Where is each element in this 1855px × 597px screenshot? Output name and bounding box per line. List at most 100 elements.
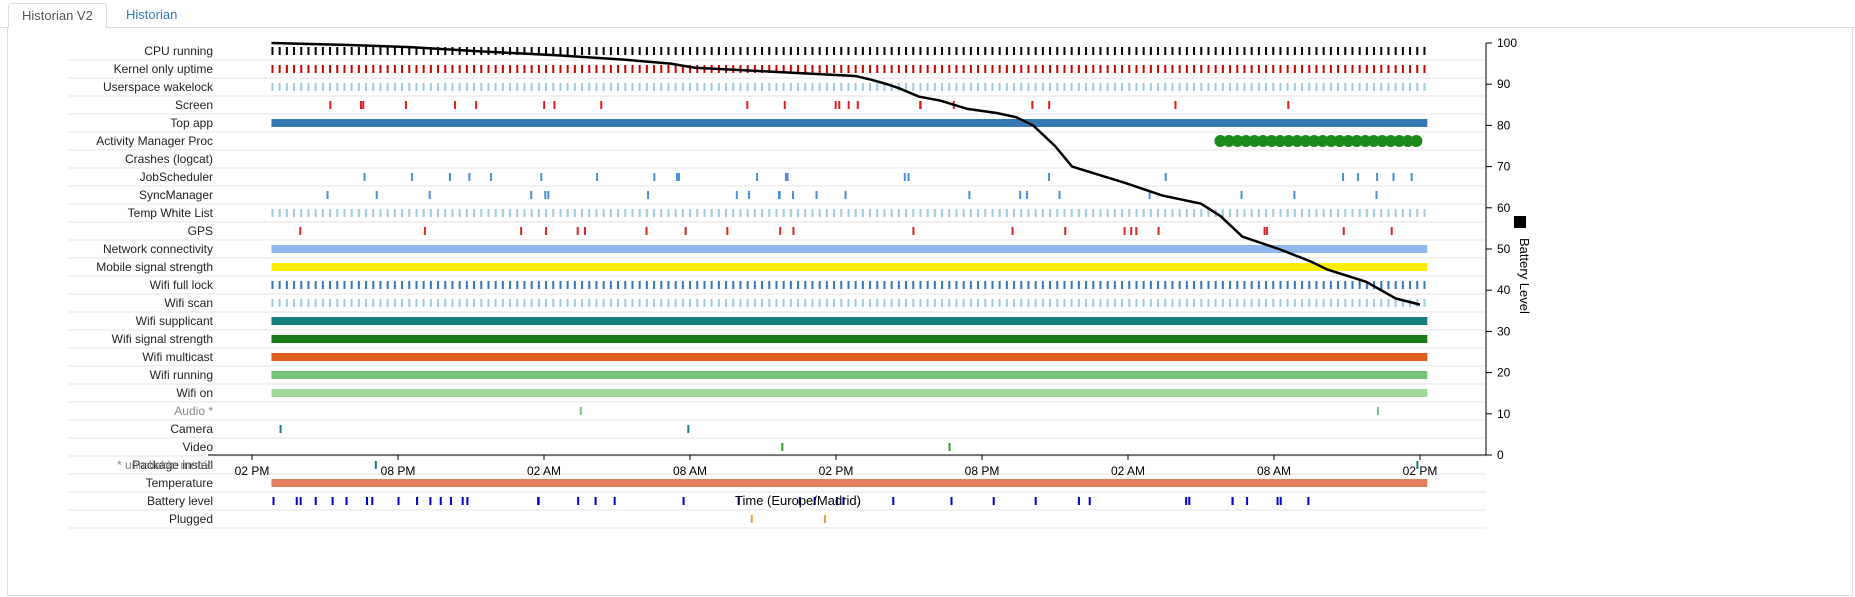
row-activity-manager-proc-dot <box>1299 135 1312 147</box>
row-userspace-wakelock-mark <box>285 83 288 91</box>
row-temp-white-list-mark <box>473 209 476 217</box>
row-userspace-wakelock-mark <box>645 83 648 91</box>
row-temp-white-list-mark <box>1351 209 1354 217</box>
row-wifi-full-lock-mark <box>962 281 965 289</box>
row-cpu-running-mark <box>681 47 684 55</box>
row-gps-mark <box>1390 227 1393 235</box>
row-userspace-wakelock-mark <box>545 83 548 91</box>
row-userspace-wakelock-mark <box>350 83 353 91</box>
row-kernel-only-uptime-mark <box>1365 65 1368 73</box>
row-kernel-only-uptime-mark <box>465 65 468 73</box>
row-wifi-scan-mark <box>818 299 821 307</box>
row-userspace-wakelock-mark <box>710 83 713 91</box>
row-wifi-scan-mark <box>393 299 396 307</box>
row-temp-white-list-mark <box>660 209 663 217</box>
row-screen-mark <box>1031 101 1034 109</box>
row-cpu-running-mark <box>876 47 879 55</box>
row-kernel-only-uptime-mark <box>343 65 346 73</box>
row-userspace-wakelock-mark <box>1344 83 1347 91</box>
row-cpu-running-mark <box>1250 47 1253 55</box>
row-userspace-wakelock-mark <box>825 83 828 91</box>
row-userspace-wakelock-mark <box>451 83 454 91</box>
row-kernel-only-uptime-mark <box>1329 65 1332 73</box>
row-userspace-wakelock-mark <box>969 83 972 91</box>
row-temp-white-list-mark <box>804 209 807 217</box>
row-kernel-only-uptime-mark <box>674 65 677 73</box>
row-gps-mark <box>1263 227 1266 235</box>
row-cpu-running-mark <box>912 47 915 55</box>
row-wifi-full-lock-mark <box>998 281 1001 289</box>
row-activity-manager-proc-dot <box>1265 135 1278 147</box>
row-wifi-scan-mark <box>933 299 936 307</box>
row-userspace-wakelock-mark <box>501 83 504 91</box>
row-cpu-running-mark <box>415 47 418 55</box>
row-screen-mark <box>359 101 362 109</box>
row-wifi-scan-mark <box>1423 299 1426 307</box>
row-temp-white-list-mark <box>847 209 850 217</box>
row-cpu-running-mark <box>1200 47 1203 55</box>
row-cpu-running-mark <box>991 47 994 55</box>
row-temp-white-list-mark <box>1243 209 1246 217</box>
row-temp-white-list-mark <box>545 209 548 217</box>
row-cpu-running-mark <box>278 47 281 55</box>
row-temp-white-list-mark <box>624 209 627 217</box>
row-wifi-scan-mark <box>480 299 483 307</box>
row-cpu-running-mark <box>710 47 713 55</box>
row-wifi-running-bar <box>271 371 1428 379</box>
row-kernel-only-uptime-mark <box>1164 65 1167 73</box>
row-jobscheduler-mark <box>676 173 679 181</box>
row-userspace-wakelock-mark <box>689 83 692 91</box>
row-syncmanager-mark <box>1019 191 1022 199</box>
row-activity-manager-proc-dot <box>1342 135 1355 147</box>
row-temp-white-list-mark <box>501 209 504 217</box>
row-wifi-full-lock-mark <box>876 281 879 289</box>
row-temp-white-list-mark <box>1157 209 1160 217</box>
row-wifi-scan-mark <box>703 299 706 307</box>
row-userspace-wakelock-mark <box>1423 83 1426 91</box>
row-kernel-only-uptime-mark <box>1286 65 1289 73</box>
row-userspace-wakelock-mark <box>336 83 339 91</box>
row-userspace-wakelock-mark <box>761 83 764 91</box>
row-userspace-wakelock-mark <box>624 83 627 91</box>
row-kernel-only-uptime-mark <box>357 65 360 73</box>
row-cpu-running-mark <box>1286 47 1289 55</box>
row-kernel-only-uptime-mark <box>653 65 656 73</box>
row-battery-level-mark <box>295 497 298 505</box>
row-wifi-full-lock-mark <box>977 281 980 289</box>
row-kernel-only-uptime-mark <box>429 65 432 73</box>
row-userspace-wakelock-mark <box>1027 83 1030 91</box>
row-userspace-wakelock-mark <box>1322 83 1325 91</box>
row-wifi-scan-mark <box>1200 299 1203 307</box>
row-gps-mark <box>645 227 648 235</box>
tab-historian[interactable]: Historian <box>126 7 178 22</box>
row-kernel-only-uptime-mark <box>1351 65 1354 73</box>
row-battery-level-mark <box>1307 497 1310 505</box>
row-wifi-full-lock-mark <box>739 281 742 289</box>
row-kernel-only-uptime-mark <box>415 65 418 73</box>
row-temp-white-list-mark <box>861 209 864 217</box>
row-cpu-running-mark <box>1301 47 1304 55</box>
row-wifi-full-lock-mark <box>401 281 404 289</box>
row-userspace-wakelock-mark <box>746 83 749 91</box>
row-wifi-full-lock-mark <box>595 281 598 289</box>
row-cpu-running-mark <box>977 47 980 55</box>
row-cpu-running-mark <box>1178 47 1181 55</box>
row-kernel-only-uptime-mark <box>537 65 540 73</box>
row-battery-level-mark <box>813 497 816 505</box>
row-userspace-wakelock-mark <box>552 83 555 91</box>
row-kernel-only-uptime-mark <box>689 65 692 73</box>
row-wifi-scan-mark <box>804 299 807 307</box>
row-wifi-full-lock-mark <box>501 281 504 289</box>
row-kernel-only-uptime-mark <box>753 65 756 73</box>
row-wifi-scan-mark <box>912 299 915 307</box>
tab-historian-v2[interactable]: Historian V2 <box>8 3 107 29</box>
row-cpu-running-mark <box>401 47 404 55</box>
row-wifi-full-lock-mark <box>1387 281 1390 289</box>
row-temp-white-list-mark <box>1135 209 1138 217</box>
row-userspace-wakelock-mark <box>696 83 699 91</box>
row-userspace-wakelock-mark <box>444 83 447 91</box>
row-wifi-full-lock-mark <box>1243 281 1246 289</box>
row-kernel-only-uptime-mark <box>667 65 670 73</box>
row-cpu-running-mark <box>883 47 886 55</box>
row-kernel-only-uptime-mark <box>1380 65 1383 73</box>
